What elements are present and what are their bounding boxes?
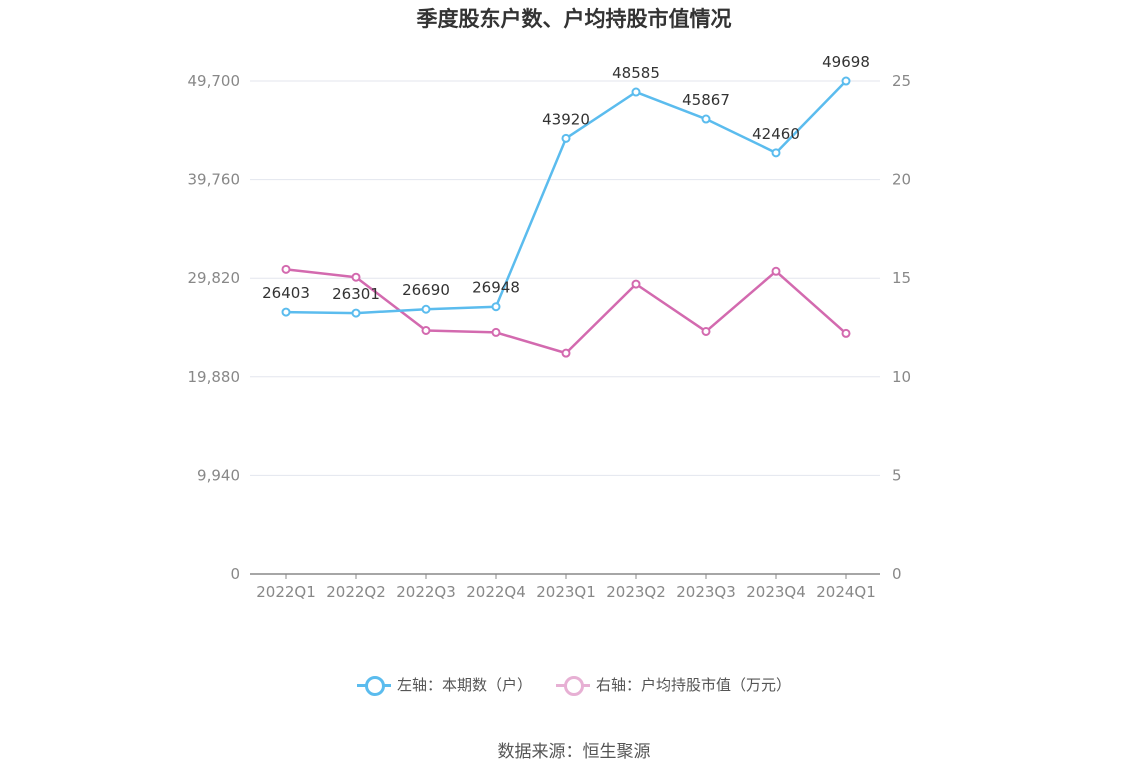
x-tick-label: 2023Q2 <box>606 583 666 601</box>
data-point[interactable] <box>701 326 711 336</box>
data-point[interactable] <box>631 87 641 97</box>
right-tick-label: 25 <box>892 72 911 90</box>
right-tick-label: 0 <box>892 565 902 583</box>
x-tick-label: 2022Q4 <box>466 583 526 601</box>
data-label: 43920 <box>542 110 590 128</box>
x-tick-label: 2024Q1 <box>816 583 876 601</box>
data-point[interactable] <box>561 133 571 143</box>
legend-label-avg-value: 右轴：户均持股市值（万元） <box>596 676 792 694</box>
right-tick-label: 5 <box>892 466 902 484</box>
data-point[interactable] <box>421 325 431 335</box>
data-label: 45867 <box>682 91 730 109</box>
left-tick-label: 9,940 <box>197 466 240 484</box>
data-point[interactable] <box>771 148 781 158</box>
data-label: 26690 <box>402 281 450 299</box>
data-label: 26403 <box>262 284 310 302</box>
data-point[interactable] <box>631 279 641 289</box>
left-tick-label: 39,760 <box>188 171 241 189</box>
data-point[interactable] <box>771 266 781 276</box>
left-tick-label: 49,700 <box>188 72 241 90</box>
legend-item-avg-value[interactable]: 右轴：户均持股市值（万元） <box>556 674 792 696</box>
data-point[interactable] <box>841 328 851 338</box>
data-source: 数据来源：恒生聚源 <box>497 742 651 762</box>
data-point[interactable] <box>281 264 291 274</box>
data-label: 42460 <box>752 125 800 143</box>
data-label: 26948 <box>472 279 520 297</box>
data-point[interactable] <box>701 114 711 124</box>
right-axis-ticks: 0 5 10 15 20 25 <box>892 72 911 583</box>
x-tick-label: 2023Q4 <box>746 583 806 601</box>
x-axis: 2022Q1 2022Q2 2022Q3 2022Q4 2023Q1 2023Q2 2023… <box>250 573 880 601</box>
data-label: 49698 <box>822 53 870 71</box>
data-point[interactable] <box>561 348 571 358</box>
legend: 左轴：本期数（户） 右轴：户均持股市值（万元） <box>0 674 1148 696</box>
data-point[interactable] <box>421 304 431 314</box>
legend-swatch-households-icon <box>356 675 391 696</box>
right-tick-label: 10 <box>892 368 911 386</box>
left-tick-label: 19,880 <box>188 368 241 386</box>
data-point[interactable] <box>281 307 291 317</box>
left-tick-label: 29,820 <box>188 269 241 287</box>
data-point[interactable] <box>351 272 361 282</box>
data-point[interactable] <box>491 302 501 312</box>
data-label: 48585 <box>612 64 660 82</box>
x-tick-label: 2022Q1 <box>256 583 316 601</box>
left-tick-label: 0 <box>230 565 240 583</box>
data-point[interactable] <box>351 308 361 318</box>
right-tick-label: 20 <box>892 171 911 189</box>
legend-label-households: 左轴：本期数（户） <box>396 676 532 694</box>
x-tick-label: 2023Q1 <box>536 583 596 601</box>
x-tick-label: 2023Q3 <box>676 583 736 601</box>
legend-swatch-avg-value-icon <box>556 675 590 696</box>
x-tick-label: 2022Q2 <box>326 583 386 601</box>
x-tick-label: 2022Q3 <box>396 583 456 601</box>
series-group: 26403 26301 26690 26948 43920 48585 45867 42460… <box>262 53 870 358</box>
legend-item-households[interactable]: 左轴：本期数（户） <box>356 674 532 696</box>
data-point[interactable] <box>841 76 851 86</box>
right-tick-label: 15 <box>892 269 911 287</box>
left-axis-ticks: 0 9,940 19,880 29,820 39,760 49,700 <box>188 72 241 583</box>
chart-title: 季度股东户数、户均持股市值情况 <box>416 7 732 31</box>
data-label: 26301 <box>332 285 380 303</box>
data-point[interactable] <box>491 327 501 337</box>
